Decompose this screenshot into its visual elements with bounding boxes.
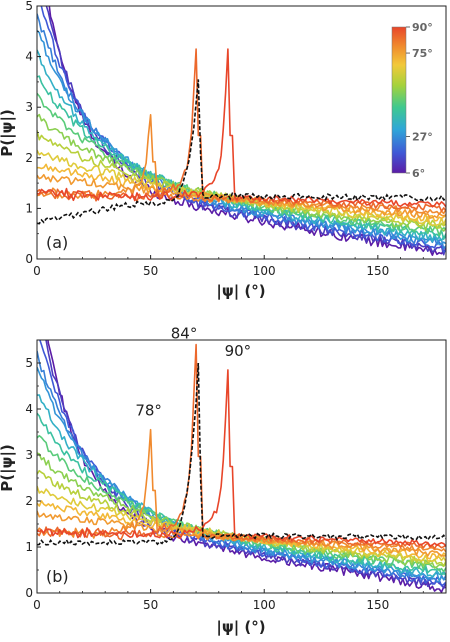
ticks-b: 0 50 100 150 0 1 2 3 4 5 [25,356,424,612]
colorbar-ticks: 90° 75° 27° 6° [406,21,433,180]
x-axis-label-b: |ψ| (°) [216,618,265,637]
colorbar-tick-label: 6° [412,167,425,180]
reference-curve-dashed [37,362,446,547]
y-tick-label: 2 [25,151,33,165]
colorbar-tick-label: 75° [412,47,433,60]
y-axis-label-a: P(|ψ|) [0,109,17,157]
x-tick-label: 100 [253,598,276,612]
colorbar: 90° 75° 27° 6° [391,21,433,180]
x-tick-label: 150 [366,264,389,278]
x-tick-label: 100 [253,264,276,278]
panel-label-b: (b) [46,567,69,586]
y-tick-label: 4 [25,50,33,64]
panel-label-a: (a) [46,233,68,252]
series-group-b [37,340,446,593]
ticks-a: 0 50 100 150 0 1 2 3 4 5 [25,0,424,278]
series-line-75deg [37,173,446,219]
peak-annotation-90deg: 90° [225,342,252,360]
peak-annotation-78deg: 78° [135,402,162,420]
series-line-51deg [37,113,446,232]
panel-b: 0 50 100 150 0 1 2 3 4 5 P(|ψ|) |ψ| (°) (b) 78° 84… [0,325,447,637]
colorbar-gradient [391,26,407,174]
x-tick-label: 0 [33,264,41,278]
y-axis-label-b: P(|ψ|) [0,444,17,492]
series-group-a [37,6,446,256]
y-tick-label: 5 [25,0,33,13]
series-line-27deg [37,30,446,246]
y-tick-label: 1 [25,540,33,554]
x-tick-label: 50 [143,598,158,612]
y-tick-label: 5 [25,356,33,370]
colorbar-tick-label: 90° [412,21,433,34]
series-line-39deg [37,75,446,240]
series-line-90deg [37,48,446,208]
y-tick-label: 3 [25,448,33,462]
x-tick-label: 50 [143,264,158,278]
y-tick-label: 0 [25,586,33,600]
x-axis-label-a: |ψ| (°) [216,282,265,301]
x-tick-label: 150 [366,598,389,612]
colorbar-tick-label: 27° [412,131,433,144]
annotations-b: 78° 84° 90° [135,325,251,420]
peak-annotation-84deg: 84° [171,325,198,343]
y-tick-label: 2 [25,494,33,508]
x-tick-label: 0 [33,598,41,612]
series-line-84deg [37,343,446,550]
y-tick-label: 0 [25,252,33,266]
y-tick-label: 4 [25,402,33,416]
y-tick-label: 3 [25,100,33,114]
panel-a: 0 50 100 150 0 1 2 3 4 5 P(|ψ|) |ψ| (°) (a) 90° 75… [0,0,447,301]
y-tick-label: 1 [25,201,33,215]
series-line-69deg [37,163,446,223]
